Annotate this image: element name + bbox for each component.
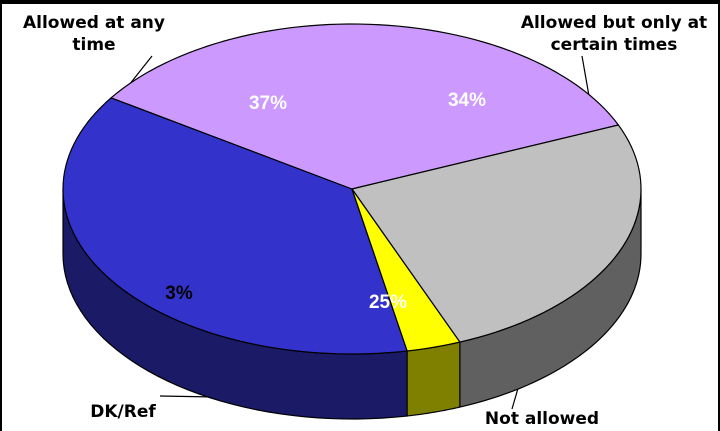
pie-slice-3 [351, 188, 461, 352]
pie-side-3-0 [406, 341, 461, 417]
value-label-allowed-any-time: 37% [248, 93, 288, 114]
pie-slice-1 [110, 23, 619, 190]
leader-line-2 [511, 388, 519, 410]
category-label-not-allowed: Not allowed [484, 409, 600, 429]
leader-line-1 [581, 55, 590, 95]
leader-line-3 [159, 395, 208, 398]
value-label-not-allowed: 25% [368, 292, 408, 313]
value-label-allowed-certain-times: 34% [447, 90, 487, 111]
category-label-allowed-any-time: Allowed at any time [23, 13, 165, 55]
pie-chart [62, 23, 642, 420]
pie-slice-0 [62, 97, 408, 355]
category-label-dk-ref: DK/Ref [90, 402, 156, 422]
leader-line-0 [130, 55, 153, 84]
pie-slice-2 [351, 124, 642, 343]
category-label-allowed-certain-times: Allowed but only at certain times [520, 13, 708, 55]
value-label-dk-ref: 3% [165, 283, 193, 304]
